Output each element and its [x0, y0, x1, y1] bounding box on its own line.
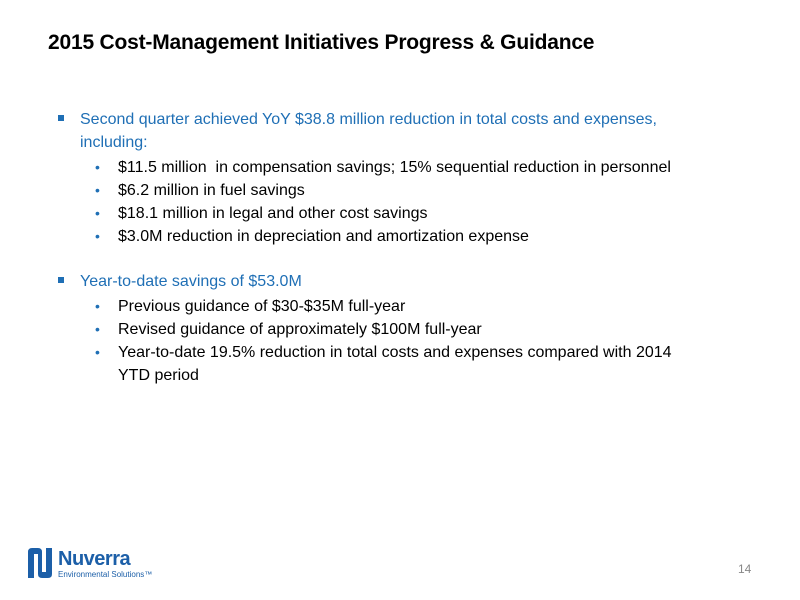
item-list: • $11.5 million in compensation savings; … [80, 156, 716, 248]
item-list: • Previous guidance of $30-$35M full-year… [80, 295, 716, 387]
item: • $18.1 million in legal and other cost s… [80, 202, 678, 225]
page-number: 14 [738, 562, 752, 576]
slide-title: 2015 Cost-Management Initiatives Progres… [48, 31, 595, 54]
dot: • [95, 182, 100, 198]
logo-icon [28, 548, 52, 578]
item: • $3.0M reduction in depreciation and amo… [80, 225, 678, 248]
dot: • [95, 321, 100, 337]
item: • Previous guidance of $30-$35M full-year [80, 295, 678, 318]
dot: • [95, 228, 100, 244]
item-text: $18.1 million in legal and other cost sa… [118, 205, 428, 222]
item-text: $6.2 million in fuel savings [118, 182, 305, 199]
item-text: $11.5 million in compensation savings; 1… [118, 159, 671, 176]
item-text: Year-to-date 19.5% reduction in total co… [118, 344, 676, 384]
slide-body: Second quarter achieved YoY $38.8 millio… [56, 108, 716, 409]
section: Second quarter achieved YoY $38.8 millio… [56, 108, 716, 248]
dot: • [95, 298, 100, 314]
section-text: Year-to-date savings of $53.0M [80, 273, 302, 290]
dot: • [95, 159, 100, 175]
section: Year-to-date savings of $53.0M • Previous… [56, 270, 716, 387]
item: • $11.5 million in compensation savings; … [80, 156, 678, 179]
square-bullet [58, 277, 64, 283]
dot: • [95, 344, 100, 360]
item-text: Previous guidance of $30-$35M full-year [118, 298, 406, 315]
section-text: Second quarter achieved YoY $38.8 millio… [80, 111, 657, 151]
item-text: Revised guidance of approximately $100M … [118, 321, 482, 338]
logo-tagline: Environmental Solutions™ [58, 570, 153, 579]
square-bullet [58, 115, 64, 121]
item: • $6.2 million in fuel savings [80, 179, 678, 202]
logo-name: Nuverra [58, 548, 131, 570]
item: • Year-to-date 19.5% reduction in total c… [80, 341, 678, 387]
item: • Revised guidance of approximately $100M… [80, 318, 678, 341]
dot: • [95, 205, 100, 221]
item-text: $3.0M reduction in depreciation and amor… [118, 228, 529, 245]
